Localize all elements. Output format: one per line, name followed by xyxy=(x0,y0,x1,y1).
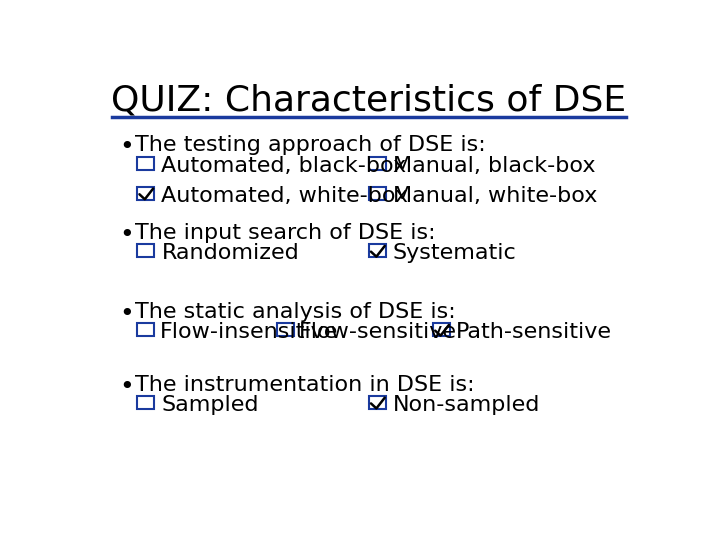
FancyBboxPatch shape xyxy=(138,157,154,170)
Text: •: • xyxy=(119,302,134,326)
Text: Systematic: Systematic xyxy=(393,243,517,263)
Text: Path-sensitive: Path-sensitive xyxy=(456,322,611,342)
FancyBboxPatch shape xyxy=(138,323,154,336)
Text: Randomized: Randomized xyxy=(161,243,300,263)
Text: The static analysis of DSE is:: The static analysis of DSE is: xyxy=(135,302,455,322)
FancyBboxPatch shape xyxy=(369,245,386,257)
Text: The testing approach of DSE is:: The testing approach of DSE is: xyxy=(135,136,485,156)
Text: Sampled: Sampled xyxy=(161,395,259,415)
FancyBboxPatch shape xyxy=(369,396,386,409)
FancyBboxPatch shape xyxy=(433,323,450,336)
Text: The instrumentation in DSE is:: The instrumentation in DSE is: xyxy=(135,375,474,395)
Text: Flow-insensitive: Flow-insensitive xyxy=(160,322,338,342)
FancyBboxPatch shape xyxy=(138,245,154,257)
Text: Manual, black-box: Manual, black-box xyxy=(393,156,595,176)
Text: QUIZ: Characteristics of DSE: QUIZ: Characteristics of DSE xyxy=(112,84,626,118)
Text: •: • xyxy=(119,136,134,159)
Text: Automated, black-box: Automated, black-box xyxy=(161,156,407,176)
FancyBboxPatch shape xyxy=(138,396,154,409)
FancyBboxPatch shape xyxy=(369,187,386,199)
Text: Flow-sensitive: Flow-sensitive xyxy=(300,322,457,342)
FancyBboxPatch shape xyxy=(369,157,386,170)
Text: Automated, white-box: Automated, white-box xyxy=(161,186,408,206)
Text: •: • xyxy=(119,375,134,399)
Text: Manual, white-box: Manual, white-box xyxy=(393,186,598,206)
Text: •: • xyxy=(119,223,134,247)
Text: The input search of DSE is:: The input search of DSE is: xyxy=(135,223,436,243)
FancyBboxPatch shape xyxy=(138,187,154,199)
FancyBboxPatch shape xyxy=(277,323,294,336)
Text: Non-sampled: Non-sampled xyxy=(393,395,541,415)
